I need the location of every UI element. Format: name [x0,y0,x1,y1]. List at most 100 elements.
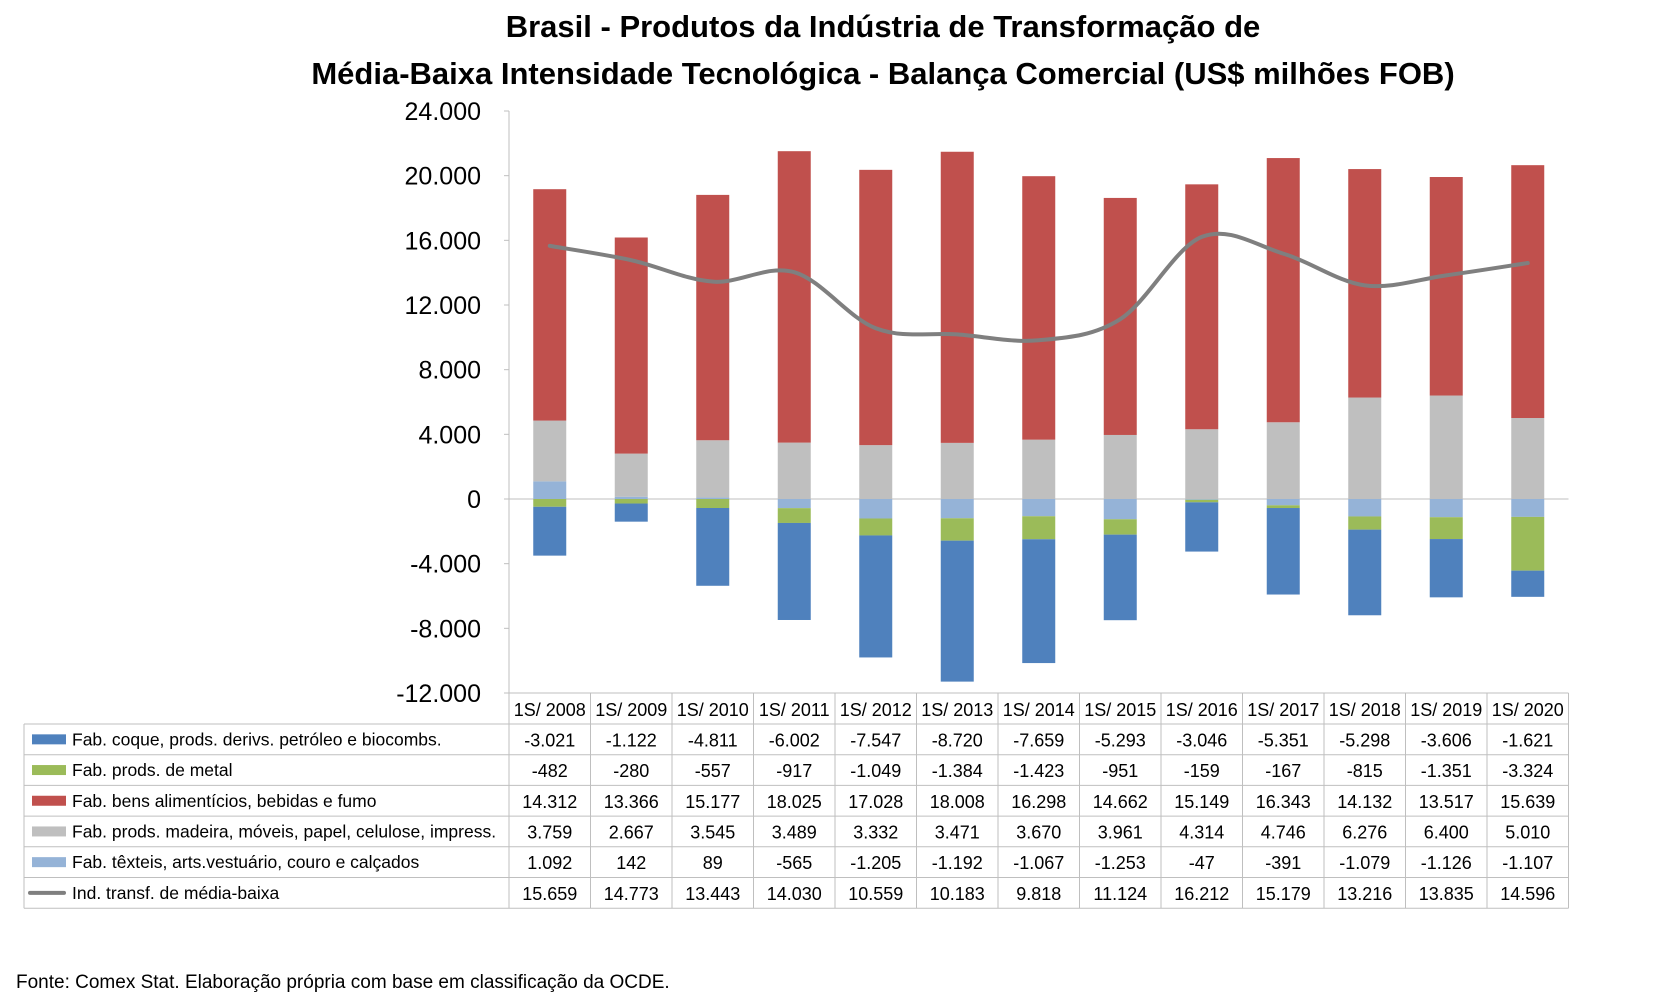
data-label: -1.351 [1421,761,1472,781]
bar-fab-bens-alimenticios-be-1s-2011 [777,151,811,443]
data-label: 2.667 [609,822,654,842]
data-label: 89 [703,853,723,873]
legend-key-swatch [32,826,66,837]
y-tick-label: 20.000 [405,163,481,191]
data-label: -951 [1102,761,1138,781]
bar-fab-bens-alimenticios-be-1s-2019 [1429,177,1463,396]
data-label: -1.253 [1095,853,1146,873]
category-label: 1S/ 2010 [677,700,749,720]
data-label: 6.276 [1342,822,1387,842]
bar-fab-coque-prods-derivs-p-1s-2015 [1103,534,1137,621]
data-label: 4.746 [1261,822,1306,842]
bar-fab-prods-de-metal-1s-2010 [696,499,730,509]
data-label: 18.025 [767,792,822,812]
data-label: 6.400 [1424,822,1469,842]
data-label: -1.122 [606,730,657,750]
bar-fab-bens-alimenticios-be-1s-2012 [859,169,893,446]
data-label: -1.423 [1013,761,1064,781]
data-label: 3.670 [1016,822,1061,842]
data-label: 3.489 [772,822,817,842]
bar-fab-prods-madeira-moveis-1s-2018 [1348,397,1382,499]
data-label: -557 [695,761,731,781]
data-label: 16.212 [1174,884,1229,904]
y-tick-label: -8.000 [410,615,481,643]
data-label: -6.002 [769,730,820,750]
bar-fab-prods-de-metal-1s-2013 [940,518,974,541]
bar-fab-coque-prods-derivs-p-1s-2016 [1185,502,1219,552]
bar-fab-prods-madeira-moveis-1s-2015 [1103,434,1137,499]
data-label: -47 [1189,853,1215,873]
data-label: 16.298 [1011,792,1066,812]
data-label: -4.811 [688,730,738,750]
bar-fab-bens-alimenticios-be-1s-2008 [533,189,567,421]
category-label: 1S/ 2018 [1329,700,1401,720]
bar-fab-prods-de-metal-1s-2019 [1429,517,1463,540]
data-label: 13.835 [1419,884,1474,904]
legend-key-swatch [32,734,66,745]
legend-key-swatch [32,765,66,776]
bar-fab-coque-prods-derivs-p-1s-2010 [696,508,730,586]
data-label: 15.639 [1500,792,1555,812]
data-label: -1.079 [1339,853,1390,873]
data-label: 13.216 [1337,884,1392,904]
data-label: -815 [1347,761,1383,781]
data-label: 11.124 [1093,884,1147,904]
bar-fab-texteis-arts-vestuar-1s-2020 [1511,499,1545,517]
data-label: -3.046 [1176,730,1227,750]
category-label: 1S/ 2015 [1084,700,1156,720]
data-label: 3.961 [1098,822,1143,842]
y-tick-label: 16.000 [405,227,481,255]
legend-key-swatch [32,857,66,868]
bars-layer [533,151,1545,682]
bar-fab-bens-alimenticios-be-1s-2017 [1266,158,1300,423]
data-table: 1S/ 2008 1S/ 2009 1S/ 2010 1S/ 2011 1S/ 2012… [23,692,1569,909]
data-label: -1.067 [1013,853,1064,873]
y-tick-label: 4.000 [418,421,481,449]
data-label: 14.030 [767,884,822,904]
bar-fab-prods-de-metal-1s-2018 [1348,516,1382,530]
data-label: 14.596 [1500,884,1555,904]
legend-label: Fab. coque, prods. derivs. petróleo e bi… [72,729,442,749]
data-label: 15.659 [522,884,577,904]
data-label: 14.662 [1093,792,1148,812]
data-label: -1.621 [1502,730,1553,750]
y-tick-label: -12.000 [396,680,481,708]
data-label: 14.312 [522,792,577,812]
data-label: -5.351 [1258,730,1309,750]
bar-fab-texteis-arts-vestuar-1s-2015 [1103,499,1137,520]
data-label: 14.132 [1337,792,1392,812]
data-label: -1.384 [932,761,983,781]
bar-fab-texteis-arts-vestuar-1s-2019 [1429,499,1463,518]
bar-fab-texteis-arts-vestuar-1s-2012 [859,499,893,519]
bar-fab-coque-prods-derivs-p-1s-2009 [614,503,648,522]
data-label: -1.205 [850,853,901,873]
y-tick-label: 8.000 [418,357,481,385]
data-label: -167 [1265,761,1301,781]
bar-fab-coque-prods-derivs-p-1s-2014 [1022,539,1056,664]
bar-fab-prods-madeira-moveis-1s-2019 [1429,395,1463,499]
data-label: 5.010 [1505,822,1550,842]
data-label: -7.659 [1013,730,1064,750]
data-label: 9.818 [1016,884,1061,904]
data-label: 3.471 [935,822,980,842]
data-label: -5.293 [1095,730,1146,750]
bar-fab-prods-madeira-moveis-1s-2020 [1511,418,1545,499]
bar-fab-texteis-arts-vestuar-1s-2018 [1348,499,1382,517]
bar-fab-bens-alimenticios-be-1s-2013 [940,151,974,443]
data-label: 10.183 [930,884,985,904]
category-label: 1S/ 2009 [595,700,667,720]
data-label: 3.332 [853,822,898,842]
data-label: -159 [1184,761,1220,781]
legend-label: Fab. prods. madeira, móveis, papel, celu… [72,821,496,841]
bar-fab-coque-prods-derivs-p-1s-2008 [533,506,567,556]
bar-fab-coque-prods-derivs-p-1s-2013 [940,540,974,682]
bar-fab-texteis-arts-vestuar-1s-2010 [696,497,730,499]
category-label: 1S/ 2019 [1410,700,1482,720]
y-tick-label: 24.000 [405,98,481,126]
category-label: 1S/ 2017 [1247,700,1319,720]
bar-fab-coque-prods-derivs-p-1s-2012 [859,535,893,658]
chart-title-line-2: Média-Baixa Intensidade Tecnológica - Ba… [311,56,1454,91]
data-label: -1.192 [932,853,983,873]
data-label: -1.107 [1502,853,1553,873]
line-layer [547,231,1530,343]
